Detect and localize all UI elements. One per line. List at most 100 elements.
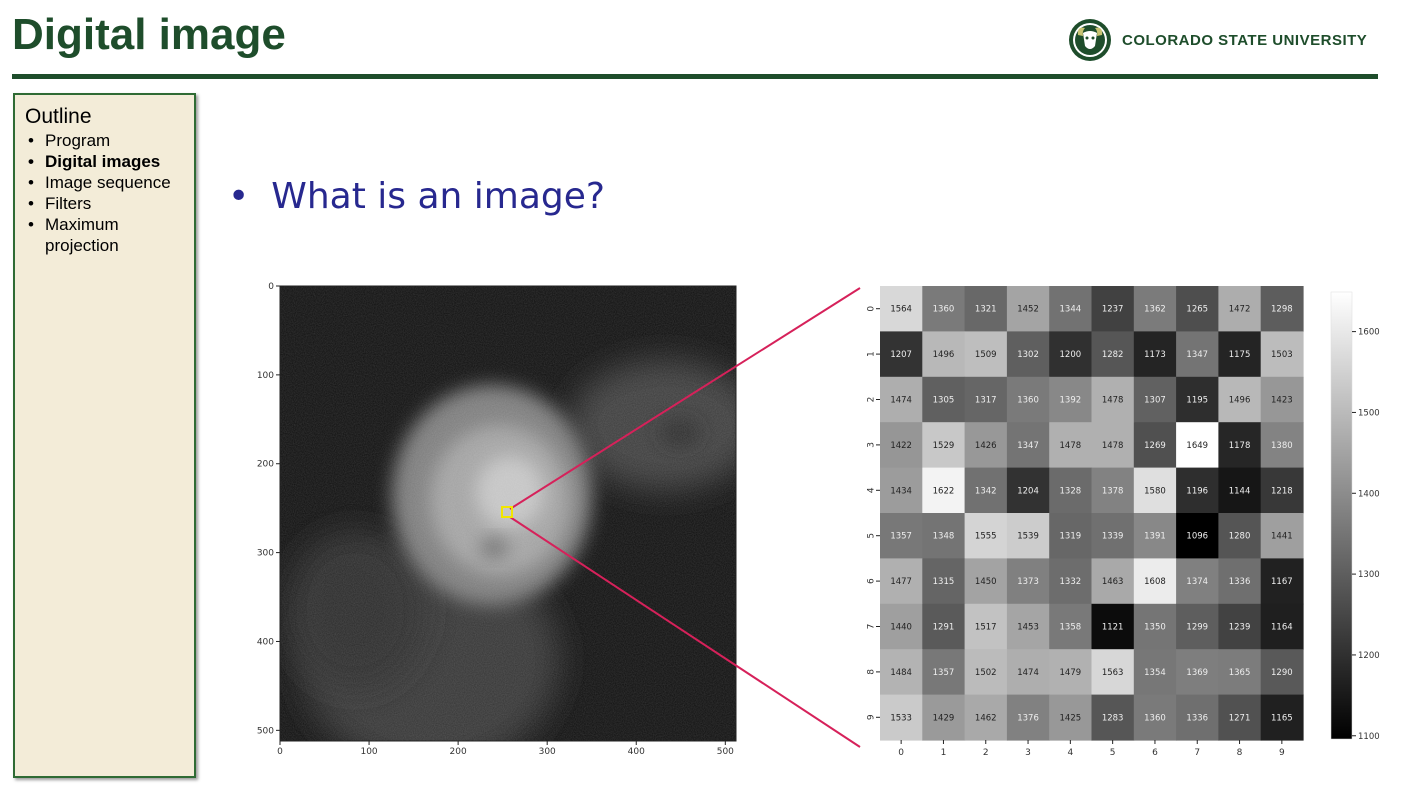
heatmap-cell-label: 1347 xyxy=(1017,441,1039,451)
heatmap-cell xyxy=(1176,286,1219,332)
heatmap-cell-label: 1441 xyxy=(1271,532,1293,542)
y-tick-label: 300 xyxy=(257,549,274,559)
heatmap-cell xyxy=(1133,286,1177,332)
heatmap-cell xyxy=(1006,513,1050,559)
heatmap-cell xyxy=(880,467,923,514)
heatmap-cell xyxy=(1218,649,1262,696)
heatmap-cell xyxy=(1218,286,1262,332)
heatmap-cell xyxy=(1133,331,1177,378)
heatmap-cell-label: 1478 xyxy=(1102,396,1124,406)
heatmap-cell-label: 1365 xyxy=(1229,668,1251,678)
heatmap-cell-label: 1649 xyxy=(1186,441,1208,451)
heatmap-y-tick-label: 5 xyxy=(867,533,877,539)
heatmap-cell xyxy=(1091,286,1135,332)
heatmap-cell-label: 1336 xyxy=(1186,713,1208,723)
heatmap-cell xyxy=(1260,513,1304,559)
heatmap-cell-label: 1299 xyxy=(1186,623,1208,633)
heatmap-cell-label: 1165 xyxy=(1271,713,1293,723)
heatmap-cell xyxy=(1260,331,1304,378)
heatmap-cell-label: 1305 xyxy=(933,396,955,406)
heatmap-cell xyxy=(1091,467,1135,514)
heatmap-cell-label: 1509 xyxy=(975,350,997,360)
heatmap-x-tick-label: 5 xyxy=(1110,748,1116,758)
heatmap-cell xyxy=(964,513,1008,559)
heatmap-cell-label: 1478 xyxy=(1102,441,1124,451)
heatmap-cell xyxy=(1260,558,1304,605)
heatmap-cell-label: 1463 xyxy=(1102,577,1124,587)
heatmap-cell xyxy=(1006,603,1050,650)
heatmap-cell-label: 1164 xyxy=(1271,623,1293,633)
heatmap-cell-label: 1391 xyxy=(1144,532,1166,542)
heatmap-cell-label: 1315 xyxy=(933,577,955,587)
heatmap-cell-label: 1282 xyxy=(1102,350,1124,360)
heatmap-cell xyxy=(880,649,923,696)
heatmap-cell-label: 1339 xyxy=(1102,532,1124,542)
heatmap-cell-label: 1392 xyxy=(1060,396,1082,406)
heatmap-cell-label: 1290 xyxy=(1271,668,1293,678)
heatmap-cell xyxy=(1260,649,1304,696)
heatmap-cell xyxy=(1006,649,1050,696)
colorbar-tick-label: 1500 xyxy=(1358,408,1380,418)
heatmap-y-tick-label: 2 xyxy=(867,397,877,403)
heatmap-cell xyxy=(1176,376,1219,423)
heatmap-cell-label: 1302 xyxy=(1017,350,1039,360)
heatmap-cell-label: 1472 xyxy=(1229,305,1251,315)
heatmap-cell-label: 1362 xyxy=(1144,305,1166,315)
x-tick-label: 400 xyxy=(628,747,645,757)
heatmap-cell-label: 1321 xyxy=(975,305,997,315)
heatmap-cell-label: 1344 xyxy=(1060,305,1082,315)
heatmap-cell xyxy=(880,558,923,605)
heatmap-cell xyxy=(1133,376,1177,423)
university-name: COLORADO STATE UNIVERSITY xyxy=(1122,31,1368,49)
heatmap-cell-label: 1477 xyxy=(890,577,912,587)
heatmap-cell xyxy=(1218,603,1262,650)
heatmap-cell-label: 1462 xyxy=(975,713,997,723)
heatmap-cell xyxy=(1091,558,1135,605)
heatmap-cell-label: 1452 xyxy=(1017,305,1039,315)
heatmap-cell xyxy=(1218,694,1262,741)
heatmap-cell-label: 1580 xyxy=(1144,486,1166,496)
heatmap-cell xyxy=(1133,467,1177,514)
heatmap-cell xyxy=(964,467,1008,514)
heatmap-cell xyxy=(1260,467,1304,514)
heatmap-cell xyxy=(922,467,966,514)
outline-item: Maximum projection xyxy=(25,214,195,256)
y-tick-label: 200 xyxy=(257,460,274,470)
heatmap-cell xyxy=(1091,376,1135,423)
colorbar-tick-label: 1300 xyxy=(1358,570,1380,580)
heatmap-cell-label: 1218 xyxy=(1271,486,1293,496)
heatmap-cell-label: 1376 xyxy=(1017,713,1039,723)
heatmap-cell xyxy=(964,331,1008,378)
outline-heading: Outline xyxy=(25,105,92,128)
heatmap-y-tick-label: 8 xyxy=(867,669,877,675)
heatmap-cell xyxy=(1133,422,1177,469)
heatmap-x-tick-label: 4 xyxy=(1067,748,1073,758)
heatmap-x-tick-label: 7 xyxy=(1194,748,1200,758)
heatmap-cell xyxy=(964,286,1008,332)
heatmap-cell-label: 1484 xyxy=(890,668,912,678)
heatmap-x-tick-label: 0 xyxy=(898,748,904,758)
heatmap-cell-label: 1434 xyxy=(890,486,912,496)
heatmap-cell xyxy=(1133,513,1177,559)
heatmap-cell-label: 1175 xyxy=(1229,350,1251,360)
slide-title: Digital image xyxy=(12,10,286,59)
heatmap-cell xyxy=(880,422,923,469)
colorbar-tick-label: 1400 xyxy=(1358,489,1380,499)
heatmap-cell xyxy=(1091,422,1135,469)
heatmap-cell xyxy=(1091,649,1135,696)
y-tick-label: 100 xyxy=(257,371,274,381)
heatmap-cell xyxy=(1006,694,1050,741)
heatmap-y-tick-label: 7 xyxy=(867,624,877,630)
heatmap-cell xyxy=(1091,331,1135,378)
heatmap-cell-label: 1440 xyxy=(890,623,912,633)
image-axes: 0 100 200 300 400 500 0 100 200 300 400 500 xyxy=(257,282,737,757)
outline-item-active: Digital images xyxy=(25,151,195,172)
heatmap-cell-label: 1360 xyxy=(1017,396,1039,406)
heatmap-cell xyxy=(964,694,1008,741)
heatmap-cell xyxy=(1176,603,1219,650)
connector-line-top xyxy=(509,287,861,510)
heatmap-cell-label: 1328 xyxy=(1060,486,1082,496)
heatmap-y-tick-label: 9 xyxy=(867,714,877,720)
heatmap-cell-label: 1319 xyxy=(1060,532,1082,542)
heatmap: 1564 1360 1321 1452 1344 1237 1362 1265 1472 1298… xyxy=(880,286,1304,741)
